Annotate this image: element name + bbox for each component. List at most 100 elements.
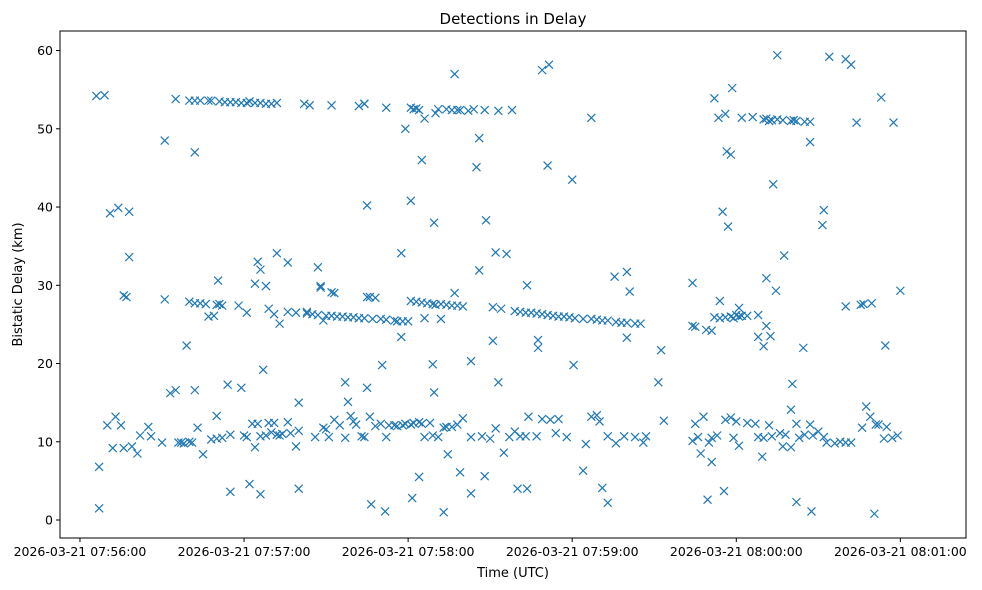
data-point: [876, 93, 886, 102]
data-point: [867, 298, 877, 308]
data-point: [592, 410, 602, 420]
data-point: [800, 430, 810, 440]
data-point: [641, 431, 651, 441]
data-point: [294, 484, 304, 494]
data-point: [414, 105, 424, 115]
data-point: [693, 432, 703, 442]
data-point: [857, 423, 867, 433]
data-point: [420, 114, 429, 124]
data-point: [786, 405, 796, 415]
data-point: [135, 431, 145, 440]
data-point: [499, 448, 509, 458]
data-point: [869, 509, 879, 519]
data-point: [805, 137, 815, 147]
data-point: [294, 426, 304, 436]
data-point: [794, 433, 804, 443]
data-point: [789, 115, 799, 125]
x-tick-label: 2026-03-21 07:56:00: [14, 544, 147, 559]
data-point: [433, 432, 443, 442]
data-point: [377, 360, 387, 370]
data-point: [830, 438, 840, 448]
data-point: [488, 336, 498, 346]
data-point: [127, 442, 137, 451]
data-point: [766, 331, 775, 341]
data-point: [439, 423, 449, 433]
data-point: [696, 449, 706, 458]
data-point: [865, 412, 875, 422]
data-point: [370, 421, 380, 431]
data-point: [357, 431, 367, 441]
data-point: [256, 489, 265, 499]
data-point: [767, 431, 777, 441]
data-point: [146, 431, 156, 441]
data-point: [250, 279, 260, 289]
data-point: [477, 431, 487, 441]
data-point: [463, 106, 473, 116]
data-point: [414, 472, 424, 482]
data-point: [190, 385, 200, 395]
data-point: [198, 449, 208, 459]
data-point: [537, 65, 547, 75]
data-point: [491, 424, 501, 433]
data-point: [493, 377, 503, 387]
data-point: [286, 428, 295, 438]
data-point: [472, 162, 481, 172]
data-point: [622, 267, 632, 277]
data-point: [521, 431, 531, 441]
data-point: [450, 288, 460, 298]
data-point: [299, 99, 309, 109]
data-point: [466, 488, 476, 498]
data-point: [184, 297, 194, 307]
data-point: [856, 300, 866, 310]
data-point: [792, 419, 801, 429]
data-point: [792, 116, 801, 126]
y-tick-label: 40: [37, 200, 53, 215]
y-tick-label: 60: [37, 43, 53, 58]
data-point: [656, 345, 666, 355]
data-point: [569, 360, 578, 370]
data-point: [792, 497, 801, 507]
y-tick-label: 20: [37, 356, 53, 371]
data-point: [225, 430, 235, 440]
data-point: [225, 487, 235, 497]
data-point: [480, 471, 490, 481]
data-point: [236, 383, 246, 393]
data-point: [707, 457, 717, 467]
data-point: [703, 495, 712, 505]
data-point: [729, 433, 738, 443]
data-point: [690, 322, 700, 332]
data-point: [545, 415, 555, 425]
data-point: [748, 112, 758, 122]
data-point: [403, 316, 413, 326]
data-point: [469, 104, 479, 114]
data-point: [488, 302, 498, 312]
data-point: [119, 443, 129, 453]
y-tick-label: 0: [45, 513, 53, 528]
data-point: [160, 294, 170, 304]
data-point: [764, 420, 774, 430]
data-point: [261, 431, 271, 440]
data-point: [190, 147, 200, 157]
data-point: [124, 252, 134, 262]
x-tick-label: 2026-03-21 07:58:00: [342, 544, 475, 559]
data-point: [343, 397, 353, 407]
data-point: [567, 175, 577, 185]
data-point: [414, 417, 424, 427]
data-point: [882, 422, 892, 432]
data-point: [359, 99, 369, 109]
data-point: [819, 205, 829, 215]
data-point: [165, 388, 175, 398]
data-point: [362, 201, 372, 210]
data-point: [269, 309, 279, 319]
data-point: [778, 442, 788, 451]
data-point: [787, 379, 797, 389]
data-point: [578, 466, 588, 476]
data-point: [291, 308, 301, 318]
data-point: [256, 265, 265, 275]
data-point: [321, 424, 331, 434]
data-point: [108, 443, 118, 453]
chart-title: Detections in Delay: [440, 10, 587, 28]
data-point: [119, 291, 129, 300]
data-point: [874, 420, 883, 429]
data-point: [610, 272, 620, 282]
